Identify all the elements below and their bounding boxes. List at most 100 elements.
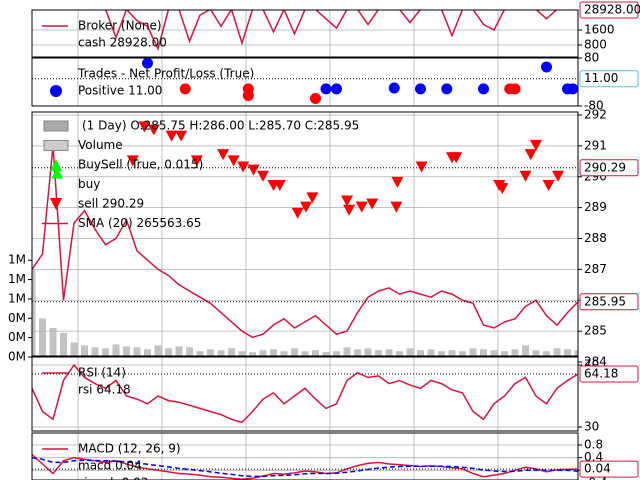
sell-marker: [273, 180, 286, 192]
volume-bar: [112, 344, 120, 356]
volume-bar: [91, 347, 99, 356]
legend-label: buy: [78, 177, 100, 191]
sell-marker: [175, 130, 188, 142]
panel: [32, 58, 578, 106]
volume-bar: [123, 346, 130, 356]
volume-bar: [280, 351, 288, 356]
volume-bar: [102, 348, 109, 356]
volume-bar: [154, 345, 162, 356]
legend-label: SMA (20) 265563.65: [78, 216, 201, 230]
y-tick-label: 0.8: [584, 438, 603, 452]
trade-dot: [441, 83, 453, 95]
sell-marker: [237, 161, 250, 173]
volume-bar: [459, 351, 466, 356]
volume-bar: [427, 349, 435, 356]
trade-dot: [320, 83, 332, 95]
value-tag-box: [579, 1, 639, 19]
value-tag-box: [579, 70, 639, 88]
volume-bar: [196, 351, 204, 356]
sell-marker: [496, 183, 509, 195]
trade-dot: [142, 58, 153, 69]
value-tag-box: [579, 293, 639, 311]
legend-label: BuySell (True, 0.015): [78, 158, 203, 172]
volume-bar: [249, 352, 256, 356]
y-tick-label: 284: [584, 355, 607, 369]
y2-tick-label: 1M: [8, 291, 26, 305]
sell-marker: [343, 204, 356, 216]
y2-tick-label: 1M: [8, 272, 26, 286]
volume-bar: [39, 318, 46, 356]
volume-bar: [532, 350, 540, 356]
line: [32, 145, 578, 339]
y-tick-label: 80: [584, 51, 599, 65]
volume-bar: [574, 350, 578, 356]
panel: [32, 112, 578, 356]
volume-bar: [469, 348, 477, 356]
sell-marker: [450, 152, 463, 164]
sell-marker: [126, 155, 139, 167]
legend-label: signal -0.03: [78, 476, 148, 480]
sell-marker: [390, 201, 403, 213]
value-tag: 11.00: [584, 71, 618, 85]
volume-bar: [60, 332, 67, 356]
legend-swatch: [43, 140, 69, 151]
sell-marker: [227, 155, 240, 167]
legend-label: sell 290.29: [78, 197, 144, 211]
trade-dot: [567, 83, 578, 95]
volume-bar: [322, 352, 330, 356]
panel-frame: [31, 9, 579, 58]
trade-dot: [415, 83, 426, 95]
volume-bar: [207, 349, 214, 356]
volume-bar: [375, 350, 382, 356]
y-tick-label: 288: [584, 231, 607, 245]
y-tick-label: 30: [584, 420, 599, 434]
sell-marker: [291, 207, 304, 219]
volume-bar: [385, 349, 393, 356]
y-tick-label: 1600: [584, 23, 615, 37]
value-tag: 28928.00: [584, 3, 640, 17]
trade-dot: [478, 83, 489, 95]
volume-bar: [312, 350, 319, 356]
line: [32, 456, 578, 478]
trade-dot: [242, 90, 254, 101]
volume-bar: [217, 350, 225, 356]
panel: [32, 10, 578, 57]
sell-marker: [217, 149, 230, 161]
trade-dot: [541, 61, 552, 73]
y2-tick-label: 0M: [8, 311, 26, 325]
volume-bar: [165, 348, 172, 356]
trade-dot: [179, 83, 191, 95]
y2-tick-label: 0M: [8, 350, 26, 364]
sell-marker: [341, 195, 353, 207]
legend-label: (1 Day) O:285.75 H:286.00 L:285.70 C:285…: [82, 119, 359, 133]
y-tick-label: 292: [584, 108, 607, 122]
panel: [32, 433, 578, 480]
volume-bar: [354, 349, 361, 356]
legend-label: cash 28928.00: [78, 36, 167, 50]
volume-bar: [553, 348, 561, 356]
legend-label: Positive 11.00: [78, 84, 162, 98]
buy-marker: [51, 167, 64, 179]
legend-label: macd 0.04: [78, 459, 142, 473]
sell-marker: [190, 155, 203, 167]
legend-label: Trades - Net Profit/Loss (True): [77, 67, 254, 81]
panel: [32, 357, 578, 431]
y-tick-label: -80: [584, 99, 604, 113]
volume-bar: [522, 345, 529, 356]
sell-marker: [415, 161, 428, 173]
volume-bar: [364, 348, 372, 356]
legend-swatch: [50, 85, 62, 97]
value-tag: 64.18: [584, 367, 618, 381]
sell-marker: [165, 130, 178, 142]
y-tick-label: 800: [584, 38, 607, 52]
volume-bar: [480, 349, 487, 356]
value-tag-box: [579, 460, 639, 478]
volume-bar: [291, 348, 298, 356]
value-tag-box: [579, 365, 639, 383]
volume-bar: [175, 346, 183, 356]
panel-frame: [31, 111, 579, 357]
volume-bar: [186, 347, 193, 356]
sell-marker: [306, 192, 319, 204]
sell-marker: [519, 170, 532, 182]
